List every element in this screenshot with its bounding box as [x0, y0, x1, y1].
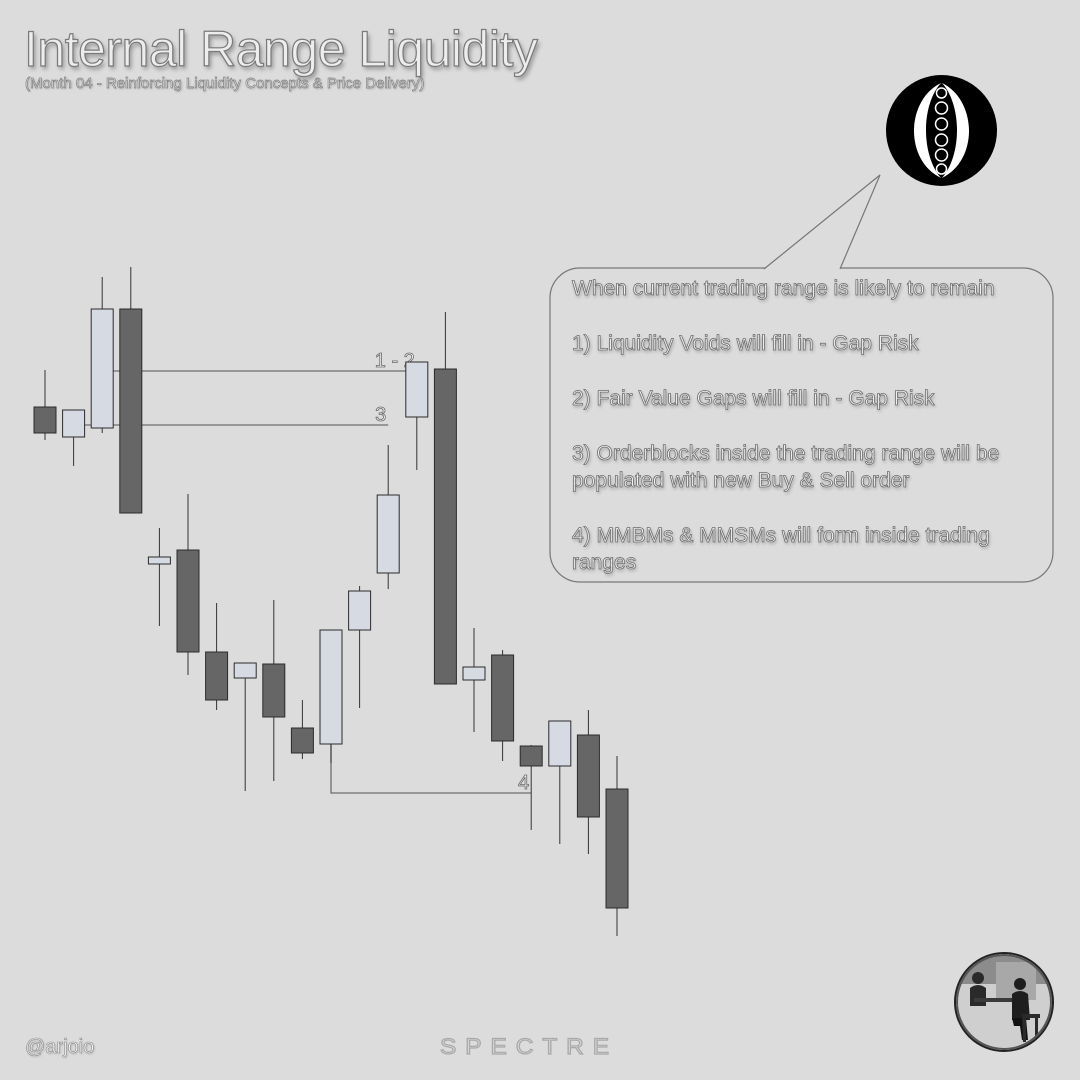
bullish-candle	[376, 494, 400, 574]
profile-avatar	[954, 952, 1054, 1052]
bullish-candle	[405, 361, 429, 418]
level-line	[101, 370, 417, 428]
bearish-candle	[176, 549, 200, 653]
callout-item: 1) Liquidity Voids will fill in - Gap Ri…	[572, 332, 919, 356]
bearish-candle	[33, 406, 57, 434]
bullish-candle	[319, 629, 343, 745]
brand-wordmark: SPECTRE	[440, 1036, 618, 1058]
callout-item: 4) MMBMs & MMSMs will form inside tradin…	[572, 524, 991, 575]
callout-item: 2) Fair Value Gaps will fill in - Gap Ri…	[572, 387, 935, 411]
callout-bubble	[549, 174, 1054, 583]
bearish-candle	[519, 745, 543, 767]
bearish-candle	[433, 368, 457, 685]
bullish-candle	[233, 662, 257, 679]
bearish-candle	[205, 651, 229, 701]
bullish-candle	[147, 556, 171, 565]
ornamental-emblem-icon	[886, 75, 997, 186]
bearish-candle	[605, 788, 629, 909]
callout-pointer	[763, 174, 881, 270]
bullish-candle	[462, 666, 486, 681]
callout-text: When current trading range is likely to …	[572, 275, 1044, 576]
page-title: Internal Range Liquidity	[23, 20, 538, 77]
bullish-candle	[62, 409, 86, 438]
brand-wordmark-text: SPECTRE	[440, 1036, 618, 1058]
bullish-candle	[348, 590, 372, 631]
chart-candles	[33, 267, 629, 936]
level-line	[330, 744, 532, 794]
bullish-candle	[548, 720, 572, 767]
bearish-candle	[290, 727, 314, 754]
bearish-candle	[576, 734, 600, 818]
level-label: 4	[518, 772, 529, 794]
bearish-candle	[491, 654, 515, 742]
bearish-candle	[119, 308, 143, 514]
bullish-candle	[90, 308, 114, 429]
bearish-candle	[262, 663, 286, 718]
level-label: 3	[375, 404, 386, 426]
callout-item: 3) Orderblocks inside the trading range …	[572, 442, 1000, 493]
page-subtitle: (Month 04 - Reinforcing Liquidity Concep…	[25, 75, 425, 93]
level-label: 1 - 2	[375, 350, 415, 372]
callout-heading: When current trading range is likely to …	[572, 277, 995, 301]
author-handle: @arjoio	[25, 1036, 95, 1059]
